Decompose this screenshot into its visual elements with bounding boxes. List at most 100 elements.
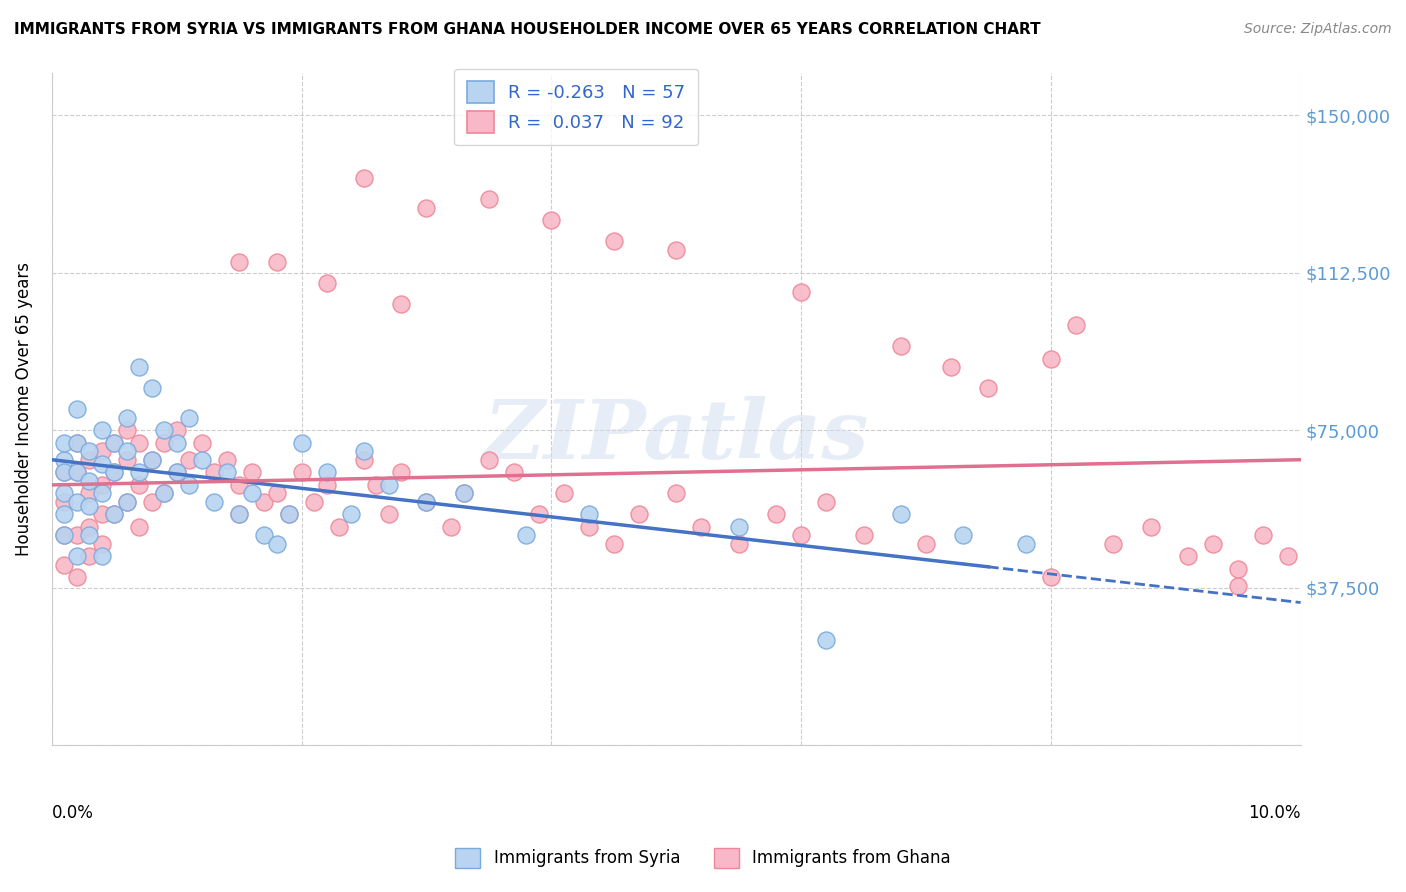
Point [1102, 537, 1125, 551]
Point [115, 410, 138, 425]
Point [90, 537, 112, 551]
Point [103, 508, 125, 522]
Point [53, 558, 76, 572]
Point [77, 474, 100, 488]
Point [53, 528, 76, 542]
Point [77, 549, 100, 564]
Point [415, 201, 437, 215]
Point [77, 499, 100, 513]
Point [727, 520, 749, 534]
Point [315, 478, 337, 492]
Point [415, 494, 437, 508]
Point [153, 486, 176, 500]
Point [690, 520, 713, 534]
Point [215, 452, 238, 467]
Point [128, 520, 150, 534]
Point [141, 452, 163, 467]
Point [228, 508, 250, 522]
Point [166, 423, 188, 437]
Point [128, 436, 150, 450]
Point [253, 528, 276, 542]
Point [115, 444, 138, 458]
Point [665, 243, 688, 257]
Point [77, 486, 100, 500]
Point [128, 466, 150, 480]
Point [553, 486, 575, 500]
Point [278, 508, 301, 522]
Point [66, 436, 89, 450]
Point [1277, 549, 1299, 564]
Point [353, 452, 375, 467]
Point [190, 452, 212, 467]
Point [66, 528, 89, 542]
Point [228, 255, 250, 269]
Point [66, 549, 89, 564]
Point [1177, 549, 1199, 564]
Point [266, 486, 288, 500]
Point [240, 466, 263, 480]
Point [266, 255, 288, 269]
Point [115, 452, 138, 467]
Point [90, 478, 112, 492]
Point [90, 457, 112, 471]
Point [153, 423, 176, 437]
Point [103, 436, 125, 450]
Point [815, 494, 838, 508]
Point [852, 528, 875, 542]
Point [790, 285, 813, 299]
Legend: Immigrants from Syria, Immigrants from Ghana: Immigrants from Syria, Immigrants from G… [449, 841, 957, 875]
Point [141, 381, 163, 395]
Point [66, 466, 89, 480]
Point [115, 423, 138, 437]
Point [915, 537, 938, 551]
Point [890, 508, 912, 522]
Point [1227, 562, 1250, 576]
Point [278, 508, 301, 522]
Text: IMMIGRANTS FROM SYRIA VS IMMIGRANTS FROM GHANA HOUSEHOLDER INCOME OVER 65 YEARS : IMMIGRANTS FROM SYRIA VS IMMIGRANTS FROM… [14, 22, 1040, 37]
Y-axis label: Householder Income Over 65 years: Householder Income Over 65 years [15, 262, 32, 557]
Point [266, 537, 288, 551]
Point [378, 478, 401, 492]
Point [353, 444, 375, 458]
Point [141, 452, 163, 467]
Point [1227, 579, 1250, 593]
Point [66, 402, 89, 417]
Point [103, 436, 125, 450]
Point [166, 436, 188, 450]
Point [77, 444, 100, 458]
Point [166, 466, 188, 480]
Point [1039, 570, 1062, 584]
Legend: R = -0.263   N = 57, R =  0.037   N = 92: R = -0.263 N = 57, R = 0.037 N = 92 [454, 69, 699, 145]
Point [391, 297, 413, 311]
Point [90, 486, 112, 500]
Point [515, 528, 537, 542]
Point [378, 508, 401, 522]
Point [90, 423, 112, 437]
Point [440, 520, 463, 534]
Point [952, 528, 974, 542]
Point [53, 508, 76, 522]
Point [77, 520, 100, 534]
Point [603, 234, 626, 248]
Point [1251, 528, 1274, 542]
Point [66, 436, 89, 450]
Point [603, 537, 626, 551]
Point [66, 494, 89, 508]
Point [1139, 520, 1161, 534]
Point [627, 508, 650, 522]
Point [502, 466, 524, 480]
Point [90, 508, 112, 522]
Point [53, 466, 76, 480]
Point [90, 444, 112, 458]
Point [240, 486, 263, 500]
Point [103, 466, 125, 480]
Point [977, 381, 1000, 395]
Text: 10.0%: 10.0% [1249, 805, 1301, 822]
Point [665, 486, 688, 500]
Point [353, 171, 375, 186]
Point [179, 478, 201, 492]
Point [53, 436, 76, 450]
Point [1015, 537, 1038, 551]
Point [215, 466, 238, 480]
Point [290, 436, 312, 450]
